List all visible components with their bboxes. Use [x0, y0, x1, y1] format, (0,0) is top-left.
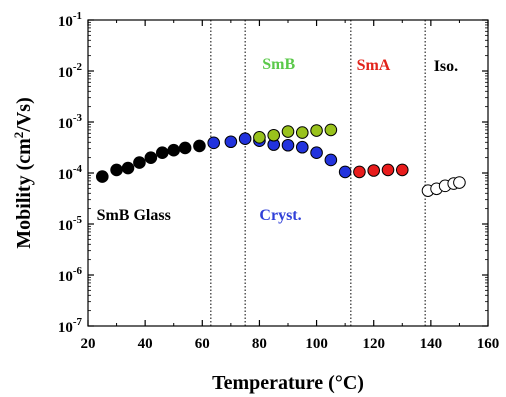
- data-point: [193, 139, 206, 153]
- data-point: [381, 163, 395, 177]
- data-point: [310, 124, 323, 137]
- y-axis-title-prefix: Mobility (cm: [13, 138, 35, 249]
- data-point: [310, 146, 323, 160]
- data-point: [367, 164, 381, 177]
- x-tick-label: 80: [252, 336, 267, 352]
- y-axis-title-sup: 2: [11, 132, 26, 139]
- y-axis-title-suffix: /Vs): [13, 97, 35, 132]
- region-labels: SmB Glass Cryst. SmB SmA Iso.: [97, 56, 459, 224]
- region-label: SmB Glass: [97, 207, 171, 224]
- data-point: [238, 132, 252, 146]
- data-point: [207, 136, 221, 150]
- data-point: [155, 146, 169, 160]
- data-point: [453, 176, 466, 189]
- region-label: Iso.: [434, 58, 458, 75]
- data-point: [253, 131, 266, 144]
- x-tick-label: 40: [138, 336, 153, 352]
- region-label: SmB: [262, 56, 295, 73]
- y-tick-label: 10-1: [58, 10, 82, 30]
- data-point: [267, 128, 281, 142]
- data-point: [295, 140, 309, 154]
- x-tick-label: 60: [195, 336, 210, 352]
- data-point: [167, 143, 181, 157]
- data-point: [281, 125, 295, 138]
- y-tick-label: 10-2: [58, 61, 83, 81]
- y-tick-label: 10-6: [58, 265, 83, 285]
- data-point: [133, 156, 146, 169]
- region-label: Cryst.: [259, 207, 301, 224]
- y-tick-label: 10-4: [58, 163, 83, 183]
- data-point: [121, 161, 135, 175]
- y-tick-label: 10-5: [58, 214, 83, 234]
- data-point: [324, 123, 338, 137]
- x-axis-title: Temperature (°C): [212, 372, 364, 394]
- data-point: [144, 151, 158, 164]
- data-point: [353, 165, 366, 179]
- data-point: [110, 163, 123, 177]
- data-point: [395, 163, 409, 177]
- region-label: SmA: [357, 57, 391, 74]
- x-tick-label: 140: [420, 336, 443, 352]
- data-points: [95, 123, 466, 197]
- data-point: [95, 170, 109, 183]
- data-point: [338, 165, 352, 179]
- y-tick-label: 10-7: [58, 316, 83, 336]
- data-point: [281, 138, 295, 152]
- x-tick-label: 120: [362, 336, 385, 352]
- data-point: [295, 126, 309, 139]
- x-tick-label: 100: [305, 336, 328, 352]
- data-point: [224, 135, 238, 149]
- y-tick-label: 10-3: [58, 112, 83, 132]
- axis-ticks: 20 40 60 80 100 120 140 160 10-7 10-6 10-5 10-4 10-3…: [58, 10, 499, 352]
- y-axis-title: Mobility (cm2/Vs): [11, 97, 36, 248]
- x-tick-label: 20: [81, 336, 96, 352]
- data-point: [178, 141, 192, 155]
- data-point: [324, 153, 338, 167]
- x-tick-label: 160: [477, 336, 500, 352]
